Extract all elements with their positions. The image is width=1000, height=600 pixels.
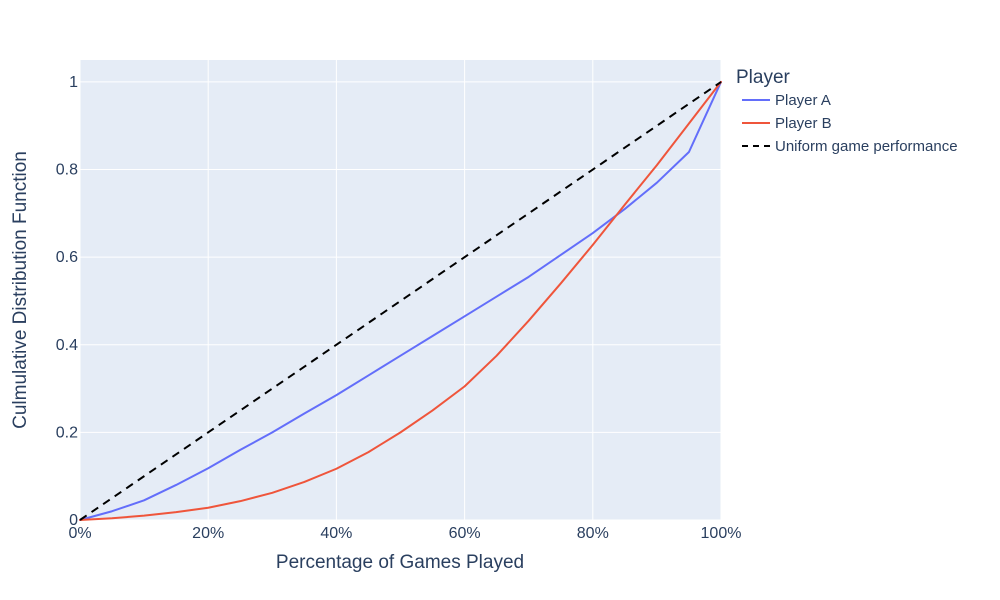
- plot-area: [80, 60, 721, 520]
- series-line-3: [79, 81, 722, 521]
- y-axis-title: Culmulative Distribution Function: [10, 151, 31, 429]
- legend: Player Player A Player B Uniform game perf…: [736, 67, 958, 155]
- x-tick-label: 80%: [577, 525, 609, 542]
- y-axis-ticks: 0 0.2 0.4 0.6 0.8 1: [56, 74, 78, 529]
- y-tick-label: 0.8: [56, 162, 78, 179]
- legend-items: Player A Player B Uniform game performance: [742, 92, 958, 155]
- y-tick-label: 0.6: [56, 249, 78, 266]
- x-tick-label: 40%: [320, 525, 352, 542]
- x-axis-title: Percentage of Games Played: [276, 552, 524, 573]
- x-tick-label: 0%: [68, 525, 91, 542]
- x-tick-label: 60%: [449, 525, 481, 542]
- x-tick-label: 20%: [192, 525, 224, 542]
- legend-title: Player: [736, 67, 791, 88]
- y-tick-label: 0.4: [56, 337, 78, 354]
- series-lines: [79, 80, 722, 521]
- legend-label: Player B: [775, 115, 832, 132]
- x-tick-label: 100%: [701, 525, 742, 542]
- y-tick-label: 1: [69, 74, 78, 91]
- legend-label: Player A: [775, 92, 831, 109]
- x-axis-ticks: 0% 20% 40% 60% 80% 100%: [68, 525, 741, 542]
- series-line-2: [79, 80, 722, 521]
- y-tick-label: 0.2: [56, 424, 78, 441]
- y-tick-label: 0: [69, 512, 78, 529]
- legend-label: Uniform game performance: [775, 138, 958, 155]
- grid-lines: [79, 60, 722, 521]
